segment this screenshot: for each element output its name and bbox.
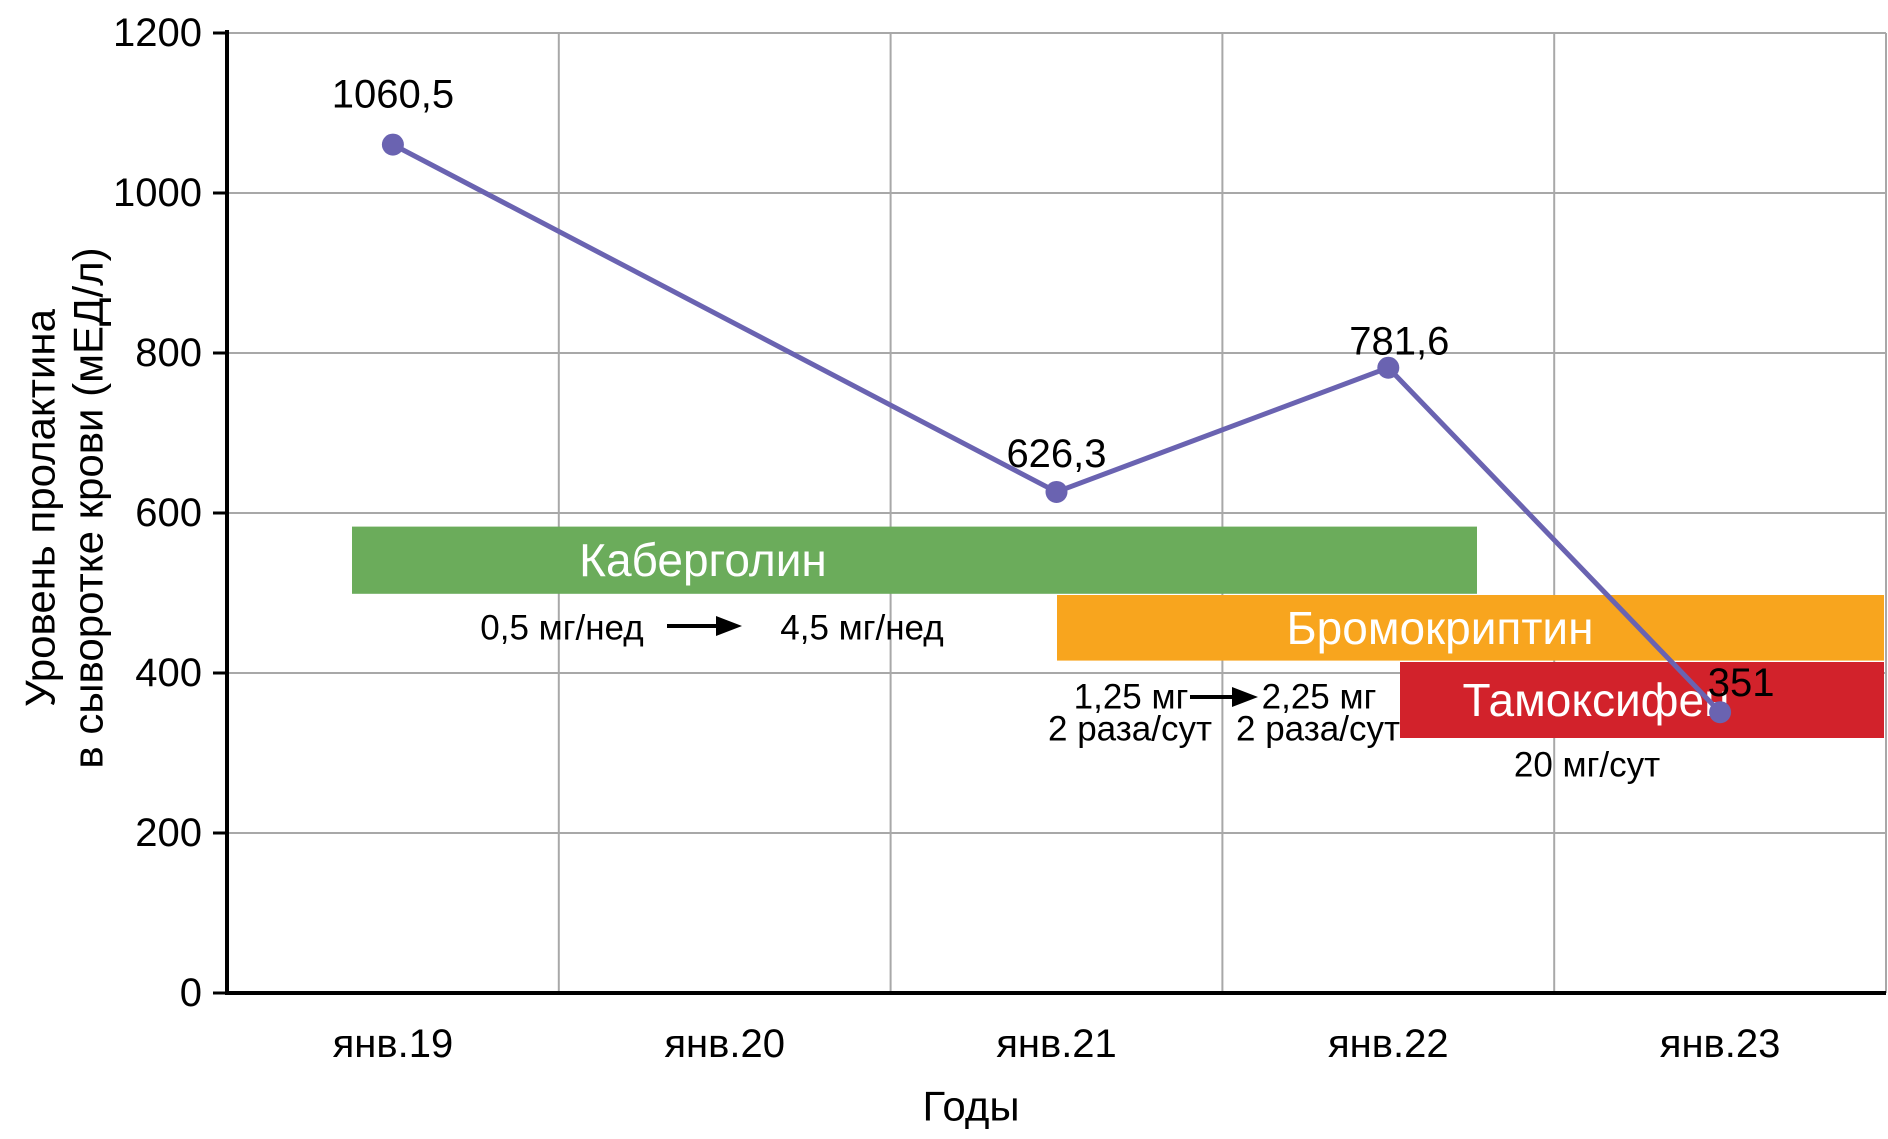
y-tick-label: 600 [135,491,202,535]
band-label-cabergoline: Каберголин [579,534,827,586]
data-point-label: 626,3 [1006,432,1106,476]
dose-arrow-head [1232,687,1258,707]
dose-annotation: 4,5 мг/нед [780,609,943,648]
dose-annotation: 0,5 мг/нед [480,609,643,648]
data-point-marker [1045,480,1068,503]
data-point-marker [1377,356,1400,379]
x-axis-title: Годы [922,1083,1019,1130]
dose-annotation: 1,25 мг [1074,678,1189,717]
band-bromocriptine [1057,595,1884,661]
y-axis-title-line1: Уровень пролактина [17,308,64,707]
x-tick-label: янв.22 [1328,1022,1449,1066]
y-tick-label: 0 [180,971,202,1015]
dose-annotation: 2,25 мг [1262,678,1377,717]
x-tick-label: янв.20 [664,1022,785,1066]
y-axis-title-line2: в сыворотке крови (мЕД/л) [65,247,112,768]
y-tick-label: 1200 [113,11,202,55]
band-tamoxifen [1400,662,1884,738]
data-point-label: 351 [1708,661,1775,705]
y-tick-label: 1000 [113,171,202,215]
y-tick-label: 400 [135,651,202,695]
band-label-bromocriptine: Бромокриптин [1286,602,1593,654]
band-cabergoline [352,526,1477,594]
band-label-tamoxifen: Тамоксифен [1463,674,1730,726]
data-point-marker [381,133,404,156]
data-point-marker [1709,701,1732,724]
data-point-label: 1060,5 [332,73,454,117]
x-tick-label: янв.23 [1660,1022,1781,1066]
y-tick-label: 200 [135,811,202,855]
x-tick-label: янв.21 [996,1022,1117,1066]
dose-arrow-head [716,616,742,636]
x-tick-label: янв.19 [333,1022,454,1066]
dose-annotation: 2 раза/сут [1236,710,1400,749]
dose-annotation: 2 раза/сут [1048,710,1212,749]
dose-annotation: 20 мг/сут [1514,746,1660,785]
y-tick-label: 800 [135,331,202,375]
prolactin-series-line [390,142,1723,715]
data-point-label: 781,6 [1349,320,1449,364]
